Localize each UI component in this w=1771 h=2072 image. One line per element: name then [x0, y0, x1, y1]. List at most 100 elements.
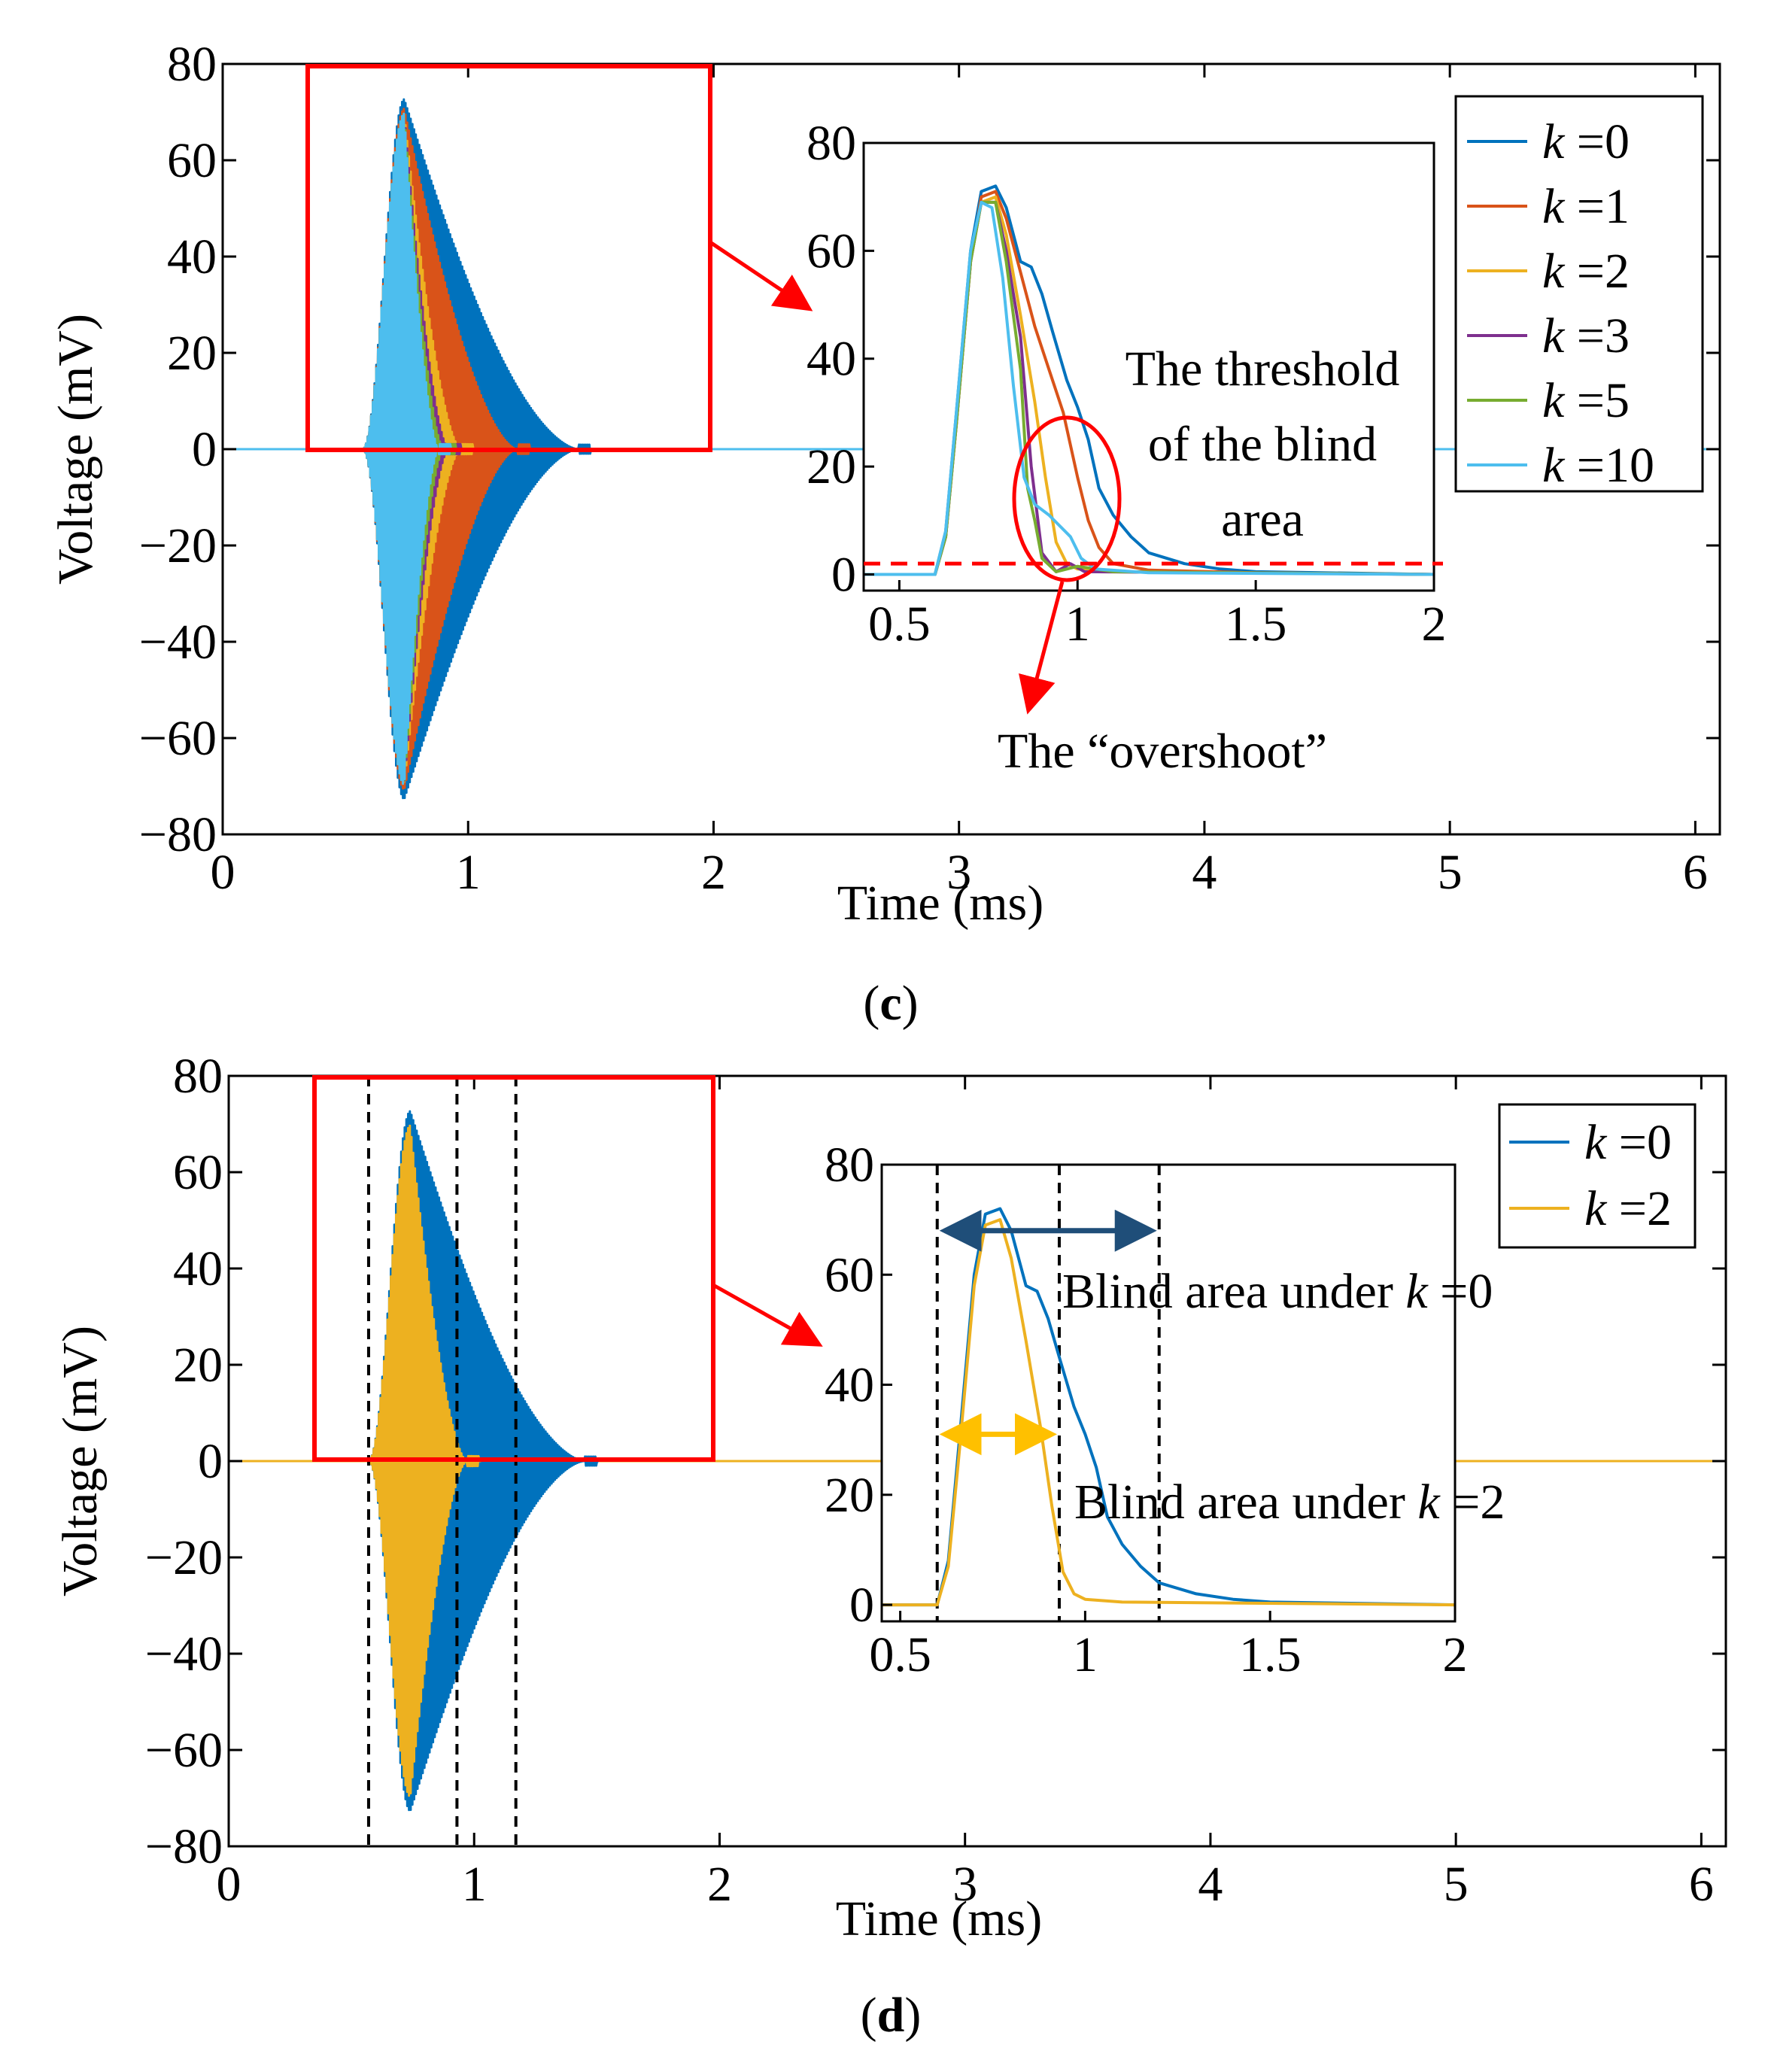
inset-envelope-k10 — [864, 200, 1435, 576]
panel-c-inset: 0.5 1 1.5 2 80 60 40 20 0 The threshold of the … — [807, 116, 1447, 779]
x-tick-label: 6 — [1689, 1857, 1714, 1912]
panel-c-threshold-text-line3: area — [1221, 492, 1304, 547]
x-tick-label: 4 — [1198, 1857, 1223, 1912]
x-tick-label: 4 — [1192, 845, 1217, 900]
legend-label-k2: k =2 — [1542, 244, 1630, 299]
x-tick-label: 3 — [946, 845, 971, 900]
legend-label-k0: k =0 — [1542, 114, 1630, 169]
inset-y-tick-label: 20 — [807, 439, 856, 494]
inset-x-tick-label: 2 — [1443, 1627, 1468, 1682]
panel-c-legend-box — [1454, 95, 1704, 493]
y-tick-label: −40 — [139, 615, 217, 670]
inset-y-tick-label: 0 — [831, 547, 856, 602]
panel-c-inset-box — [862, 141, 1435, 592]
panel-d-inset-box — [880, 1163, 1457, 1623]
y-tick-label: 40 — [167, 229, 217, 284]
y-tick-label: 0 — [192, 422, 217, 477]
panel-c-label: (c) — [863, 976, 918, 1031]
y-tick-label: 80 — [173, 1049, 223, 1104]
panel-d-legend-box — [1498, 1103, 1697, 1249]
legend-label-k10: k =10 — [1542, 438, 1654, 493]
panel-c-x-ticks: 0 1 2 3 4 5 6 — [211, 64, 1708, 900]
x-tick-label: 6 — [1683, 845, 1708, 900]
y-tick-label: 0 — [198, 1434, 223, 1489]
inset-y-tick-label: 60 — [825, 1247, 874, 1302]
inset-y-tick-label: 60 — [807, 223, 856, 278]
legend-label-k1: k =1 — [1542, 179, 1630, 234]
legend-label-k5: k =5 — [1542, 373, 1630, 428]
legend-label-k0: k =0 — [1584, 1115, 1672, 1170]
panel-d-label: (d) — [861, 1988, 922, 2043]
inset-y-tick-label: 20 — [825, 1468, 874, 1523]
y-tick-label: 80 — [167, 37, 217, 92]
panel-d-inset-x-ticks: 0.5 1 1.5 2 — [869, 1611, 1468, 1682]
panel-c-zoom-box — [305, 64, 712, 452]
panel-c-zoom-arrow — [709, 240, 813, 311]
panel-d-zoom-arrow — [712, 1283, 823, 1347]
panel-d-legend: k =0 k =2 — [1498, 1103, 1697, 1249]
panel-d-inset: 0.5 1 1.5 2 80 60 40 20 0 Blind area under k =0… — [825, 1138, 1505, 1682]
y-tick-label: −60 — [139, 711, 217, 766]
inset-x-tick-label: 2 — [1422, 597, 1447, 652]
y-tick-label: −80 — [145, 1819, 223, 1874]
y-tick-label: −60 — [145, 1723, 223, 1778]
panel-d-x-axis-label: Time (ms) — [836, 1891, 1042, 1946]
inset-x-tick-label: 1.5 — [1225, 597, 1287, 652]
x-tick-label: 1 — [462, 1857, 487, 1912]
inset-y-tick-label: 40 — [807, 332, 856, 387]
panel-d-y-axis-label: Voltage (mV) — [53, 1326, 108, 1597]
panel-c-inset-background — [864, 143, 1434, 591]
x-tick-label: 3 — [952, 1857, 977, 1912]
y-tick-label: −20 — [145, 1530, 223, 1585]
inset-x-tick-label: 0.5 — [868, 597, 931, 652]
x-tick-label: 5 — [1438, 845, 1463, 900]
panel-c-y-axis-label: Voltage (mV) — [48, 314, 103, 585]
panel-c-threshold-text-line2: of the blind — [1148, 417, 1377, 472]
inset-y-tick-label: 80 — [807, 116, 856, 171]
inset-y-tick-label: 0 — [849, 1578, 874, 1633]
inset-x-tick-label: 0.5 — [869, 1627, 931, 1682]
panel-d-blind-area-k2-text: Blind area under k =2 — [1074, 1475, 1505, 1530]
panel-d-blind-area-k0-text: Blind area under k =0 — [1062, 1264, 1493, 1319]
series-k2 — [368, 1124, 481, 1797]
panel-c-inset-x-ticks: 0.5 1 1.5 2 — [868, 580, 1447, 652]
panel-c-overshoot-text: The “overshoot” — [998, 724, 1327, 779]
y-tick-label: 60 — [167, 133, 217, 188]
panel-c-threshold-text-line1: The threshold — [1125, 342, 1400, 396]
x-tick-label: 5 — [1444, 1857, 1469, 1912]
panel-d-inset-y-ticks: 80 60 40 20 0 — [825, 1138, 892, 1633]
y-tick-label: 60 — [173, 1145, 223, 1200]
y-tick-label: −80 — [139, 807, 217, 862]
inset-x-tick-label: 1 — [1073, 1627, 1098, 1682]
x-tick-label: 0 — [211, 845, 235, 900]
y-tick-label: −40 — [145, 1627, 223, 1682]
inset-y-tick-label: 40 — [825, 1358, 874, 1413]
panel-d-x-ticks: 0 1 2 3 4 5 6 — [217, 1076, 1714, 1912]
y-tick-label: 40 — [173, 1241, 223, 1296]
inset-envelope-k2 — [882, 1218, 1456, 1607]
legend-label-k3: k =3 — [1542, 308, 1630, 363]
inset-y-tick-label: 80 — [825, 1138, 874, 1192]
inset-x-tick-label: 1 — [1065, 597, 1090, 652]
panel-c-inset-y-ticks: 80 60 40 20 0 — [807, 116, 874, 602]
x-tick-label: 0 — [217, 1857, 242, 1912]
x-tick-label: 1 — [456, 845, 481, 900]
panel-d-zoom-box — [312, 1075, 715, 1462]
inset-x-tick-label: 1.5 — [1239, 1627, 1302, 1682]
y-tick-label: 20 — [167, 326, 217, 381]
legend-label-k2: k =2 — [1584, 1181, 1672, 1236]
panel-c-overshoot-arrow — [1019, 581, 1065, 715]
panel-d-inset-curves — [882, 1207, 1456, 1607]
y-tick-label: −20 — [139, 518, 217, 573]
panel-c-x-axis-label: Time (ms) — [837, 876, 1043, 931]
y-tick-label: 20 — [173, 1338, 223, 1393]
panel-c-overshoot-ellipse — [1012, 415, 1122, 582]
panel-c-legend: k =0 k =1 k =2 k =3 k =5 k =10 — [1454, 95, 1704, 493]
x-tick-label: 2 — [707, 1857, 732, 1912]
x-tick-label: 2 — [701, 845, 726, 900]
